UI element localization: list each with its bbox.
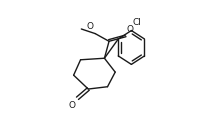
Text: O: O (127, 25, 134, 34)
Text: O: O (87, 22, 94, 31)
Text: Cl: Cl (133, 18, 142, 27)
Text: O: O (69, 101, 76, 110)
